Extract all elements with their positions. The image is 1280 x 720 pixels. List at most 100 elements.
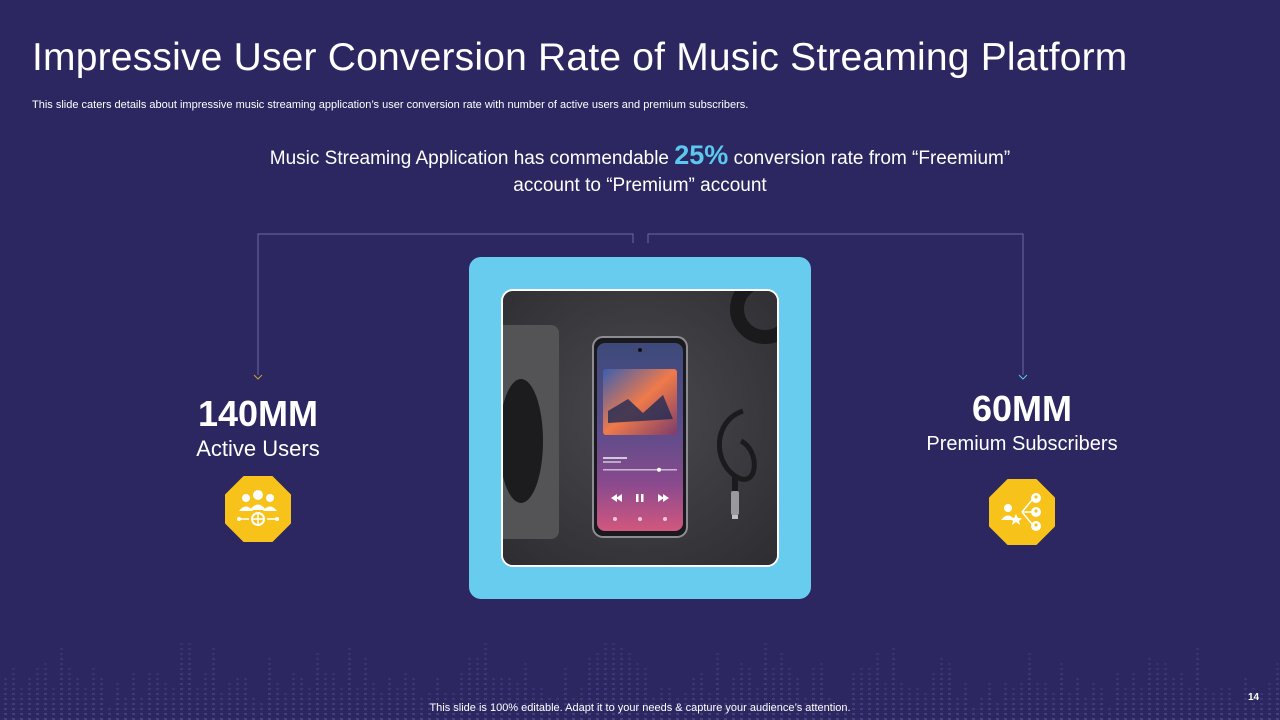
equalizer-dot [1076,683,1079,685]
equalizer-dot [1172,713,1175,715]
equalizer-dot [388,688,391,690]
equalizer-dot [188,658,191,660]
equalizer-dot [668,688,671,690]
equalizer-dot [700,693,703,695]
equalizer-dot [1236,718,1239,720]
equalizer-dot [500,678,503,680]
equalizer-dot [692,678,695,680]
equalizer-dot [292,688,295,690]
equalizer-dot [612,653,615,655]
equalizer-dot [588,663,591,665]
equalizer-dot [636,688,639,690]
equalizer-dot [1180,678,1183,680]
equalizer-dot [1164,668,1167,670]
equalizer-dot [1060,663,1063,665]
equalizer-dot [532,698,535,700]
equalizer-dot [300,693,303,695]
equalizer-dot [412,688,415,690]
equalizer-dot [1092,703,1095,705]
equalizer-dot [1180,683,1183,685]
equalizer-dot [1044,688,1047,690]
equalizer-dot [100,703,103,705]
equalizer-dot [732,713,735,715]
equalizer-dot [92,668,95,670]
equalizer-dot [596,683,599,685]
equalizer-dot [188,678,191,680]
equalizer-dot [92,708,95,710]
equalizer-dot [604,643,607,645]
equalizer-dot [188,693,191,695]
equalizer-dot [228,703,231,705]
equalizer-dot [1196,678,1199,680]
equalizer-dot [188,718,191,720]
equalizer-dot [268,678,271,680]
equalizer-dot [76,688,79,690]
equalizer-dot [4,678,7,680]
equalizer-dot [1020,688,1023,690]
equalizer-dot [1068,698,1071,700]
equalizer-dot [604,693,607,695]
equalizer-dot [532,713,535,715]
equalizer-dot [1004,688,1007,690]
equalizer-dot [860,688,863,690]
equalizer-dot [716,683,719,685]
equalizer-dot [692,703,695,705]
equalizer-dot [428,698,431,700]
equalizer-dot [724,708,727,710]
equalizer-dot [644,668,647,670]
equalizer-dot [604,673,607,675]
equalizer-dot [36,673,39,675]
equalizer-dot [692,683,695,685]
equalizer-dot [708,703,711,705]
equalizer-dot [348,713,351,715]
equalizer-dot [612,683,615,685]
equalizer-dot [716,718,719,720]
equalizer-dot [476,703,479,705]
equalizer-dot [172,693,175,695]
equalizer-dot [1204,713,1207,715]
equalizer-dot [732,683,735,685]
equalizer-dot [348,718,351,720]
stat-active-users-value: 140MM [197,393,319,434]
equalizer-dot [60,708,63,710]
equalizer-dot [124,698,127,700]
equalizer-dot [668,713,671,715]
equalizer-dot [716,663,719,665]
equalizer-dot [1252,688,1255,690]
equalizer-dot [372,683,375,685]
equalizer-dot [1092,708,1095,710]
equalizer-dot [1164,678,1167,680]
equalizer-dot [620,688,623,690]
equalizer-dot [76,693,79,695]
equalizer-dot [940,673,943,675]
equalizer-dot [1012,693,1015,695]
equalizer-dot [316,713,319,715]
equalizer-dot [76,678,79,680]
equalizer-dot [1204,688,1207,690]
equalizer-dot [940,708,943,710]
equalizer-dot [428,713,431,715]
equalizer-dot [812,678,815,680]
equalizer-dot [868,708,871,710]
equalizer-dot [92,703,95,705]
equalizer-dot [812,703,815,705]
equalizer-dot [1116,673,1119,675]
equalizer-dot [908,698,911,700]
equalizer-dot [980,703,983,705]
equalizer-dot [524,698,527,700]
equalizer-dot [1028,653,1031,655]
equalizer-dot [172,703,175,705]
equalizer-dot [492,713,495,715]
equalizer-dot [1220,718,1223,720]
equalizer-dot [980,713,983,715]
equalizer-dot [68,693,71,695]
equalizer-dot [212,698,215,700]
equalizer-dot [1060,673,1063,675]
equalizer-dot [92,673,95,675]
equalizer-dot [1164,663,1167,665]
equalizer-dot [1148,658,1151,660]
equalizer-dot [548,713,551,715]
equalizer-dot [804,703,807,705]
equalizer-dot [1188,703,1191,705]
